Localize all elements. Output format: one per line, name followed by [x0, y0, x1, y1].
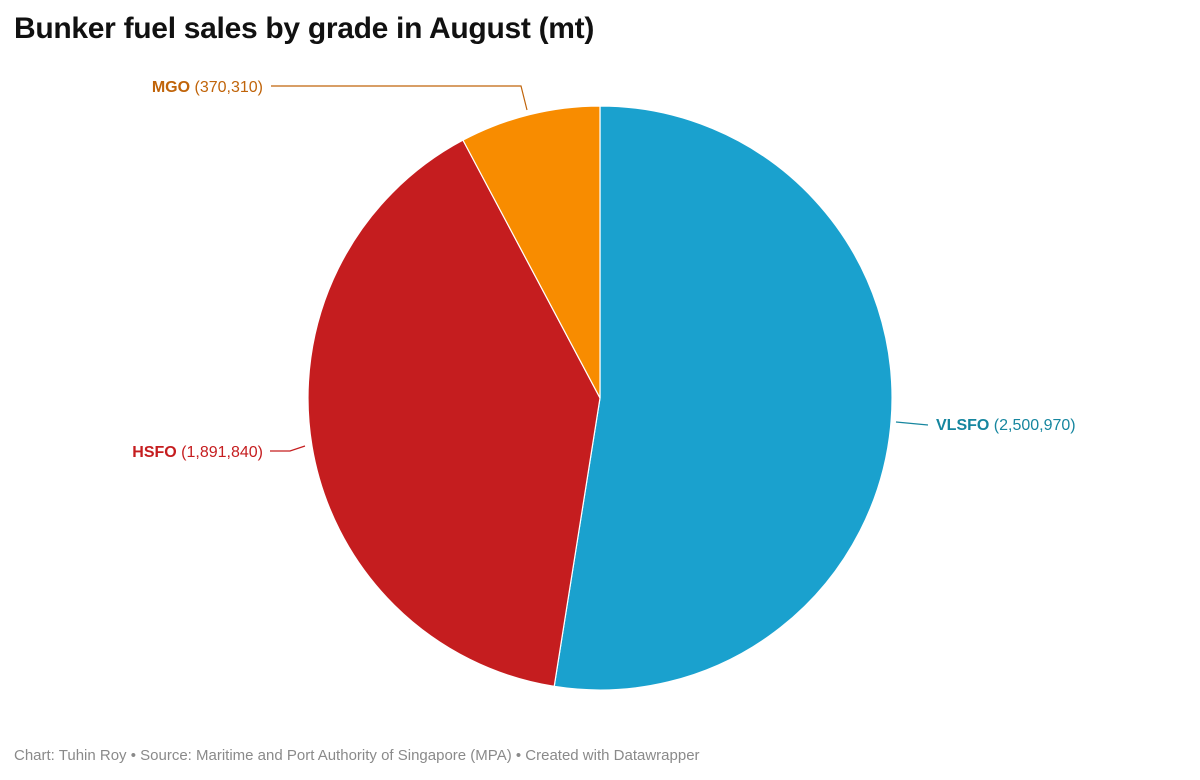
pie-slice-mgo	[462, 105, 601, 399]
pie-slice-vlsfo	[553, 105, 893, 691]
slice-label-value: (1,891,840)	[177, 444, 263, 461]
slice-label-name: HSFO	[132, 444, 176, 461]
slice-label-name: MGO	[152, 79, 190, 96]
label-connector-hsfo	[270, 445, 306, 452]
slice-label-value: (370,310)	[190, 79, 263, 96]
slice-label-vlsfo: VLSFO (2,500,970)	[936, 417, 1076, 434]
slice-label-mgo: MGO (370,310)	[152, 79, 263, 96]
chart-credit: Chart: Tuhin Roy • Source: Maritime and …	[14, 747, 700, 764]
pie-slice-hsfo	[307, 139, 601, 687]
chart-title: Bunker fuel sales by grade in August (mt…	[14, 12, 595, 45]
slice-label-value: (2,500,970)	[989, 417, 1075, 434]
label-connector-mgo	[271, 85, 528, 111]
pie-slices	[307, 105, 893, 691]
label-connector-vlsfo	[895, 421, 929, 426]
slice-label-name: VLSFO	[936, 417, 989, 434]
slice-label-hsfo: HSFO (1,891,840)	[132, 444, 263, 461]
pie-labels: VLSFO (2,500,970) HSFO (1,891,840) MGO (37…	[132, 79, 1075, 461]
